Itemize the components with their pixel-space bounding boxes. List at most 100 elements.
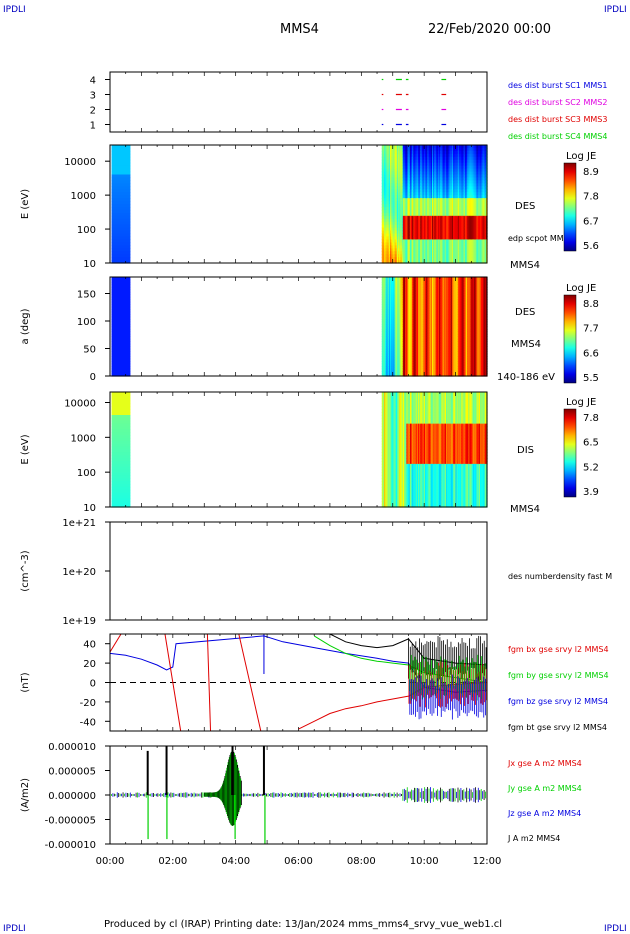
des-pitch-label: DES	[515, 307, 535, 318]
des-energy-colorbar-tick: 5.6	[583, 241, 599, 252]
current-legend-item: Jx gse A m2 MMS4	[507, 759, 582, 768]
current-traces	[109, 750, 486, 826]
density-ytick: 1e+19	[62, 616, 96, 627]
density-ytick: 1e+21	[62, 518, 96, 529]
des-pitch-colorbar-title: Log JE	[566, 283, 596, 294]
dis-energy-colorbar-tick: 7.8	[583, 413, 599, 424]
des-energy-colorbar-tick: 6.7	[583, 216, 599, 227]
density-ytick: 1e+20	[62, 567, 96, 578]
des-pitch-ytick: 150	[77, 290, 96, 301]
header-spacecraft: MMS4	[280, 22, 319, 37]
des-energy-colorbar-tick: 8.9	[583, 167, 599, 178]
des-pitch-colorbar	[563, 294, 577, 384]
dis-energy-ytick: 10000	[64, 398, 96, 409]
des-pitch-colorbar-tick: 8.8	[583, 299, 599, 310]
time-axis-tick: 10:00	[410, 856, 439, 867]
des-pitch-label3: 140-186 eV	[497, 372, 555, 383]
des-pitch-spectrogram	[111, 277, 488, 377]
current-legend-item: Jz gse A m2 MMS4	[507, 809, 581, 818]
dis-energy-colorbar	[563, 408, 577, 498]
corner-tag-tr: IPDLI	[604, 5, 627, 15]
des-energy-colorbar-tick: 7.8	[583, 192, 599, 203]
dis-energy-ytick: 10	[83, 503, 96, 514]
bfield-wrap-line	[109, 633, 122, 653]
des-energy-label: DES	[515, 201, 535, 212]
corner-tag-tl: IPDLI	[3, 5, 26, 15]
bfield-legend-item: fgm bt gse srvy l2 MMS4	[508, 723, 607, 732]
current-ytick: -0.000010	[45, 840, 96, 851]
bfield-legend-item: fgm bx gse srvy l2 MMS4	[508, 645, 609, 654]
des-energy-ytick: 100	[77, 225, 96, 236]
bfield-ylabel: (nT)	[20, 672, 31, 692]
dis-energy-label: DIS	[517, 445, 534, 456]
dis-energy-ytick: 100	[77, 468, 96, 479]
time-axis-tick: 04:00	[221, 856, 250, 867]
density-legend: des numberdensity fast M	[508, 572, 612, 581]
current-ytick: 0.000005	[48, 767, 96, 778]
dis-energy-ytick: 1000	[71, 433, 96, 444]
des-energy-colorbar	[563, 162, 577, 252]
des-energy-ylabel: E (eV)	[20, 189, 31, 219]
dis-energy-colorbar-tick: 3.9	[583, 487, 599, 498]
time-axis-tick: 02:00	[158, 856, 187, 867]
des-pitch-ytick: 50	[83, 345, 96, 356]
current-ytick: 0.000010	[48, 742, 96, 753]
current-legend-item: Jy gse A m2 MMS4	[507, 784, 582, 793]
bfield-wrap-line	[238, 633, 262, 732]
burst-marks	[381, 78, 447, 126]
corner-tag-bl: IPDLI	[3, 924, 26, 934]
bfield-ytick: -40	[80, 717, 96, 728]
burst-legend-item: des dist burst SC3 MMS3	[508, 115, 607, 124]
burst-legend-item: des dist burst SC2 MMS2	[508, 98, 607, 107]
des-energy-ytick: 10	[83, 259, 96, 270]
bfield-legend-item: fgm by gse srvy l2 MMS4	[508, 671, 609, 680]
des-pitch-colorbar-tick: 5.5	[583, 373, 599, 384]
des-pitch-colorbar-tick: 7.7	[583, 324, 599, 335]
corner-tag-br: IPDLI	[604, 924, 627, 934]
des-energy-label3: MMS4	[510, 260, 540, 271]
des-energy-label2: edp scpot MMS4	[508, 234, 574, 243]
des-energy-colorbar-title: Log JE	[566, 151, 596, 162]
des-energy-ytick: 10000	[64, 157, 96, 168]
dis-energy-colorbar-tick: 5.2	[583, 462, 599, 473]
des-pitch-ylabel: a (deg)	[20, 308, 31, 344]
time-axis-tick: 00:00	[96, 856, 125, 867]
time-axis-tick: 06:00	[284, 856, 313, 867]
des-energy-ytick: 1000	[71, 191, 96, 202]
burst-legend-item: des dist burst SC1 MMS1	[508, 81, 607, 90]
bfield-series-line	[109, 635, 488, 693]
current-ytick: -0.000005	[45, 816, 96, 827]
current-ylabel: (A/m2)	[20, 778, 31, 812]
burst-ytick: 4	[90, 76, 96, 87]
time-axis-tick: 08:00	[347, 856, 376, 867]
des-pitch-ytick: 0	[90, 372, 96, 383]
bfield-ytick: 40	[83, 640, 96, 651]
current-legend-item: J A m2 MMS4	[507, 834, 560, 843]
bfield-legend-item: fgm bz gse srvy l2 MMS4	[508, 697, 608, 706]
des-pitch-label2: MMS4	[511, 339, 541, 350]
des-energy-spectrogram	[111, 145, 488, 264]
footer-text: Produced by cl (IRAP) Printing date: 13/…	[104, 919, 503, 930]
bfield-ytick: 0	[90, 679, 96, 690]
burst-ytick: 2	[90, 106, 96, 117]
burst-legend-item: des dist burst SC4 MMS4	[508, 132, 607, 141]
header-datetime: 22/Feb/2020 00:00	[428, 22, 551, 37]
bfield-turbulence	[408, 635, 487, 720]
burst-ytick: 3	[90, 91, 96, 102]
bfield-wrap-line	[206, 633, 212, 732]
burst-ytick: 1	[90, 121, 96, 132]
dis-energy-spectrogram	[111, 392, 488, 508]
panel-frame	[109, 71, 488, 133]
density-ylabel: (cm^-3)	[20, 550, 31, 591]
bfield-wrap-line	[164, 633, 182, 732]
panel-frame	[109, 521, 488, 621]
time-axis-tick: 12:00	[473, 856, 502, 867]
dis-energy-colorbar-title: Log JE	[566, 397, 596, 408]
des-pitch-colorbar-tick: 6.6	[583, 348, 599, 359]
des-pitch-ytick: 100	[77, 317, 96, 328]
dis-energy-colorbar-tick: 6.5	[583, 438, 599, 449]
current-ytick: 0.000000	[48, 791, 96, 802]
dis-energy-ylabel: E (eV)	[20, 434, 31, 464]
bfield-ytick: 20	[83, 659, 96, 670]
